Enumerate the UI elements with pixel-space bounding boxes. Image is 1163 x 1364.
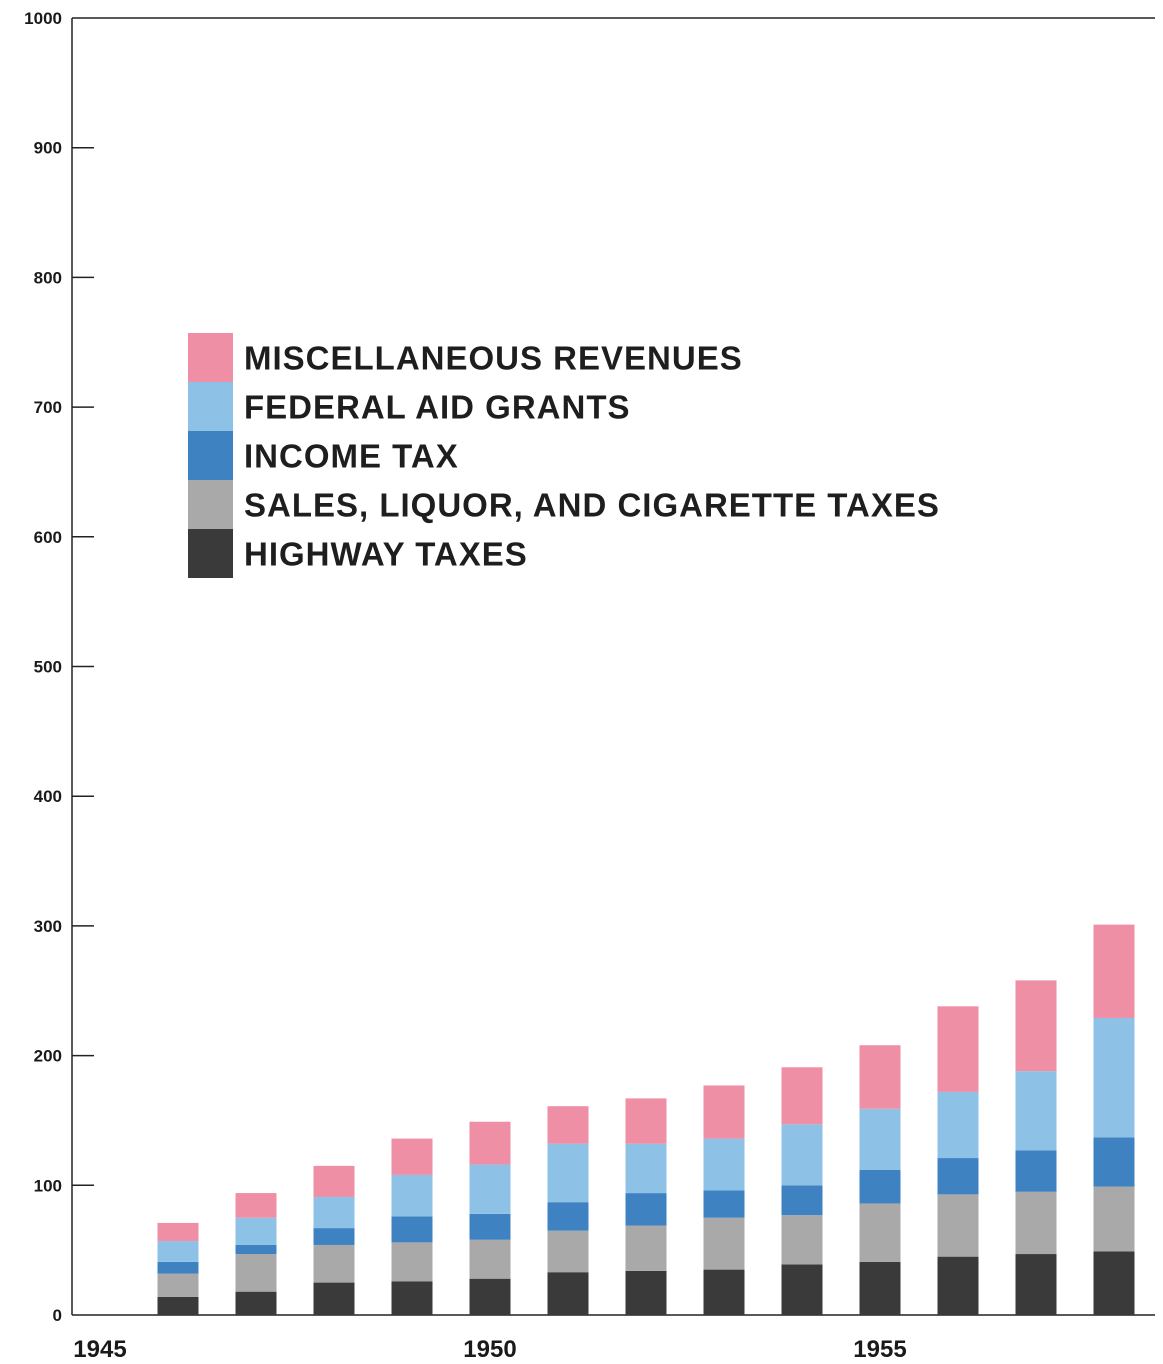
- bar-segment-highway-taxes-1947: [235, 1291, 277, 1315]
- legend-label: MISCELLANEOUS REVENUES: [244, 340, 743, 377]
- bar-segment-income-tax-1951: [547, 1202, 589, 1231]
- bar-segment-federal-aid-grants-1950: [469, 1164, 511, 1214]
- bars: [157, 924, 1135, 1315]
- bar-segment-sales-liquor-and-cigarette-taxes-1946: [157, 1273, 199, 1297]
- bar-segment-federal-aid-grants-1947: [235, 1217, 277, 1245]
- bar-segment-income-tax-1953: [703, 1190, 745, 1218]
- bar-segment-federal-aid-grants-1954: [781, 1124, 823, 1186]
- bar-segment-federal-aid-grants-1952: [625, 1143, 667, 1194]
- bar-segment-federal-aid-grants-1953: [703, 1138, 745, 1191]
- bar-segment-federal-aid-grants-1951: [547, 1143, 589, 1203]
- bar-segment-highway-taxes-1946: [157, 1296, 199, 1315]
- bar-segment-miscellaneous-revenues-1951: [547, 1106, 589, 1144]
- bar-segment-highway-taxes-1956: [937, 1256, 979, 1315]
- bar-segment-income-tax-1958: [1093, 1137, 1135, 1187]
- bar-segment-income-tax-1946: [157, 1261, 199, 1274]
- bar-segment-miscellaneous-revenues-1957: [1015, 980, 1057, 1072]
- legend-swatch: [188, 333, 233, 382]
- legend-label: SALES, LIQUOR, AND CIGARETTE TAXES: [244, 487, 940, 524]
- y-tick-label: 600: [34, 528, 62, 547]
- bar-segment-highway-taxes-1955: [859, 1261, 901, 1315]
- bar-segment-highway-taxes-1951: [547, 1272, 589, 1315]
- bar-segment-miscellaneous-revenues-1947: [235, 1193, 277, 1218]
- bar-segment-income-tax-1948: [313, 1228, 355, 1245]
- bar-segment-income-tax-1955: [859, 1169, 901, 1204]
- bar-segment-federal-aid-grants-1949: [391, 1174, 433, 1217]
- bar-segment-highway-taxes-1954: [781, 1264, 823, 1315]
- bar-segment-miscellaneous-revenues-1949: [391, 1138, 433, 1175]
- legend-swatch: [188, 480, 233, 529]
- bar-segment-sales-liquor-and-cigarette-taxes-1956: [937, 1194, 979, 1257]
- bar-segment-federal-aid-grants-1958: [1093, 1017, 1135, 1138]
- bar-segment-miscellaneous-revenues-1948: [313, 1165, 355, 1197]
- y-tick-label: 900: [34, 139, 62, 158]
- y-tick-label: 700: [34, 398, 62, 417]
- bar-segment-federal-aid-grants-1955: [859, 1108, 901, 1170]
- bar-segment-income-tax-1949: [391, 1216, 433, 1243]
- bar-segment-highway-taxes-1950: [469, 1278, 511, 1315]
- bar-segment-miscellaneous-revenues-1952: [625, 1098, 667, 1144]
- bar-segment-income-tax-1947: [235, 1244, 277, 1255]
- bar-segment-highway-taxes-1948: [313, 1282, 355, 1315]
- bar-segment-federal-aid-grants-1956: [937, 1091, 979, 1159]
- legend-swatch: [188, 529, 233, 578]
- bar-segment-highway-taxes-1957: [1015, 1254, 1057, 1315]
- bar-segment-highway-taxes-1952: [625, 1270, 667, 1315]
- bar-segment-miscellaneous-revenues-1955: [859, 1045, 901, 1109]
- bar-segment-sales-liquor-and-cigarette-taxes-1951: [547, 1230, 589, 1273]
- y-tick-label: 0: [53, 1306, 62, 1325]
- y-tick-label: 300: [34, 917, 62, 936]
- legend-label: FEDERAL AID GRANTS: [244, 389, 631, 426]
- bar-segment-income-tax-1952: [625, 1193, 667, 1226]
- bar-segment-sales-liquor-and-cigarette-taxes-1954: [781, 1215, 823, 1265]
- y-tick-label: 800: [34, 268, 62, 287]
- bar-segment-income-tax-1950: [469, 1213, 511, 1240]
- y-tick-label: 200: [34, 1047, 62, 1066]
- legend: MISCELLANEOUS REVENUES FEDERAL AID GRANTS…: [188, 333, 940, 578]
- bar-segment-federal-aid-grants-1957: [1015, 1071, 1057, 1151]
- bar-segment-sales-liquor-and-cigarette-taxes-1957: [1015, 1191, 1057, 1255]
- bar-segment-income-tax-1954: [781, 1185, 823, 1216]
- bar-segment-income-tax-1956: [937, 1158, 979, 1195]
- bar-segment-sales-liquor-and-cigarette-taxes-1952: [625, 1225, 667, 1271]
- y-tick-label: 500: [34, 658, 62, 677]
- bar-segment-miscellaneous-revenues-1956: [937, 1006, 979, 1092]
- bar-segment-federal-aid-grants-1946: [157, 1241, 199, 1262]
- bar-segment-sales-liquor-and-cigarette-taxes-1949: [391, 1242, 433, 1282]
- bar-segment-highway-taxes-1953: [703, 1269, 745, 1315]
- y-tick-label: 1000: [24, 9, 62, 28]
- bar-segment-highway-taxes-1949: [391, 1281, 433, 1315]
- y-tick-label: 100: [34, 1176, 62, 1195]
- bar-segment-sales-liquor-and-cigarette-taxes-1950: [469, 1239, 511, 1279]
- bar-segment-federal-aid-grants-1948: [313, 1196, 355, 1229]
- x-tick-label: 1950: [463, 1336, 516, 1363]
- bar-segment-highway-taxes-1958: [1093, 1251, 1135, 1315]
- bar-segment-income-tax-1957: [1015, 1150, 1057, 1192]
- axes: 0 100 200 300 400 500 600 700 800 900 1000 1945 1950…: [24, 9, 1155, 1363]
- bar-segment-miscellaneous-revenues-1958: [1093, 924, 1135, 1018]
- bar-segment-miscellaneous-revenues-1954: [781, 1067, 823, 1125]
- bar-segment-miscellaneous-revenues-1953: [703, 1085, 745, 1139]
- y-tick-label: 400: [34, 787, 62, 806]
- bar-segment-sales-liquor-and-cigarette-taxes-1948: [313, 1244, 355, 1283]
- bar-segment-miscellaneous-revenues-1950: [469, 1121, 511, 1165]
- bar-segment-sales-liquor-and-cigarette-taxes-1947: [235, 1254, 277, 1292]
- bar-segment-miscellaneous-revenues-1946: [157, 1222, 199, 1242]
- bar-segment-sales-liquor-and-cigarette-taxes-1958: [1093, 1186, 1135, 1252]
- x-tick-label: 1955: [853, 1336, 906, 1363]
- legend-swatch: [188, 431, 233, 480]
- x-tick-label: 1945: [73, 1336, 126, 1363]
- legend-swatch: [188, 382, 233, 431]
- legend-label: INCOME TAX: [244, 438, 459, 475]
- legend-label: HIGHWAY TAXES: [244, 536, 528, 573]
- bar-segment-sales-liquor-and-cigarette-taxes-1953: [703, 1217, 745, 1270]
- bar-segment-sales-liquor-and-cigarette-taxes-1955: [859, 1203, 901, 1262]
